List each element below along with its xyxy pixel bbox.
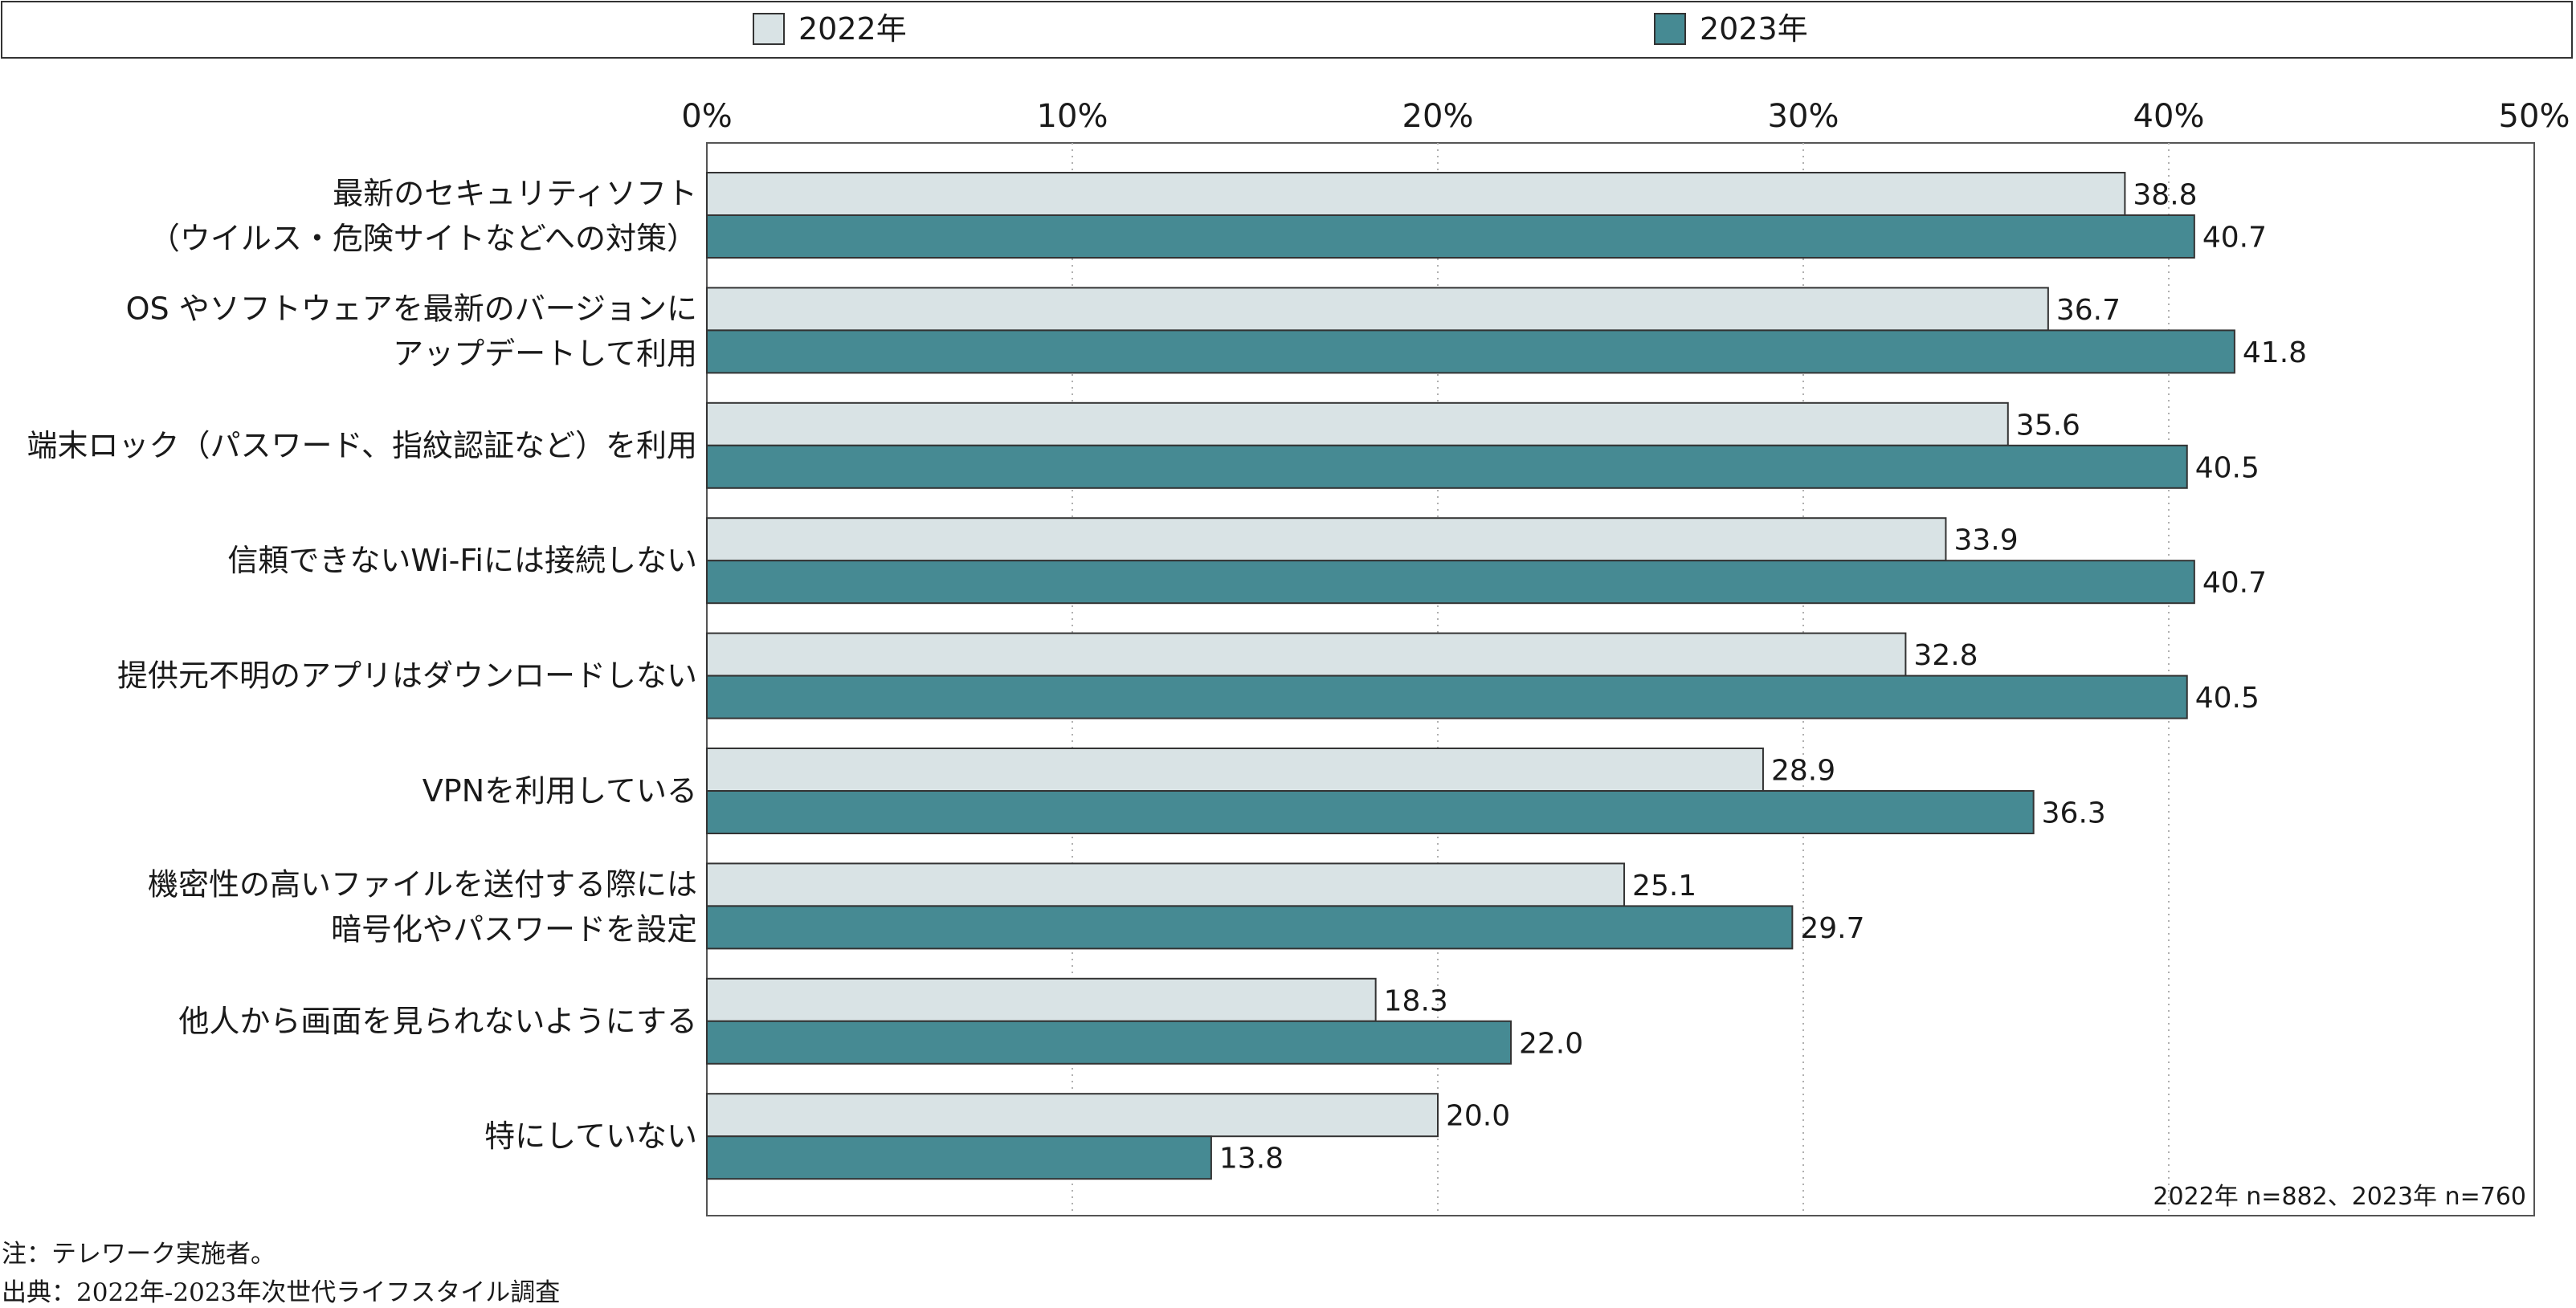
category-label: （ウイルス・危険サイトなどへの対策） <box>149 221 697 256</box>
bar-1-6 <box>706 748 1764 792</box>
value-label: 35.6 <box>2016 409 2080 442</box>
bar-1-9 <box>706 1093 1439 1138</box>
bar-1-1 <box>706 172 2126 216</box>
category-label: 他人から画面を見られないようにする <box>178 1004 697 1039</box>
value-label: 20.0 <box>1446 1100 1510 1133</box>
category-label: OS やソフトウェアを最新のバージョンに <box>126 291 697 326</box>
x-tick-label: 0% <box>681 98 732 135</box>
bars: 38.840.736.741.835.640.533.940.732.840.5… <box>706 172 2307 1180</box>
x-tick-label: 50% <box>2499 98 2570 135</box>
category-label: 信頼できないWi-Fiには接続しない <box>227 543 697 578</box>
value-label: 33.9 <box>1953 524 2018 557</box>
category-label: 暗号化やパスワードを設定 <box>331 911 697 947</box>
sample-size-note: 2022年 n=882、2023年 n=760 <box>2153 1183 2526 1211</box>
value-label: 13.8 <box>1219 1143 1284 1176</box>
value-label: 38.8 <box>2133 179 2197 212</box>
value-label: 22.0 <box>1519 1027 1583 1060</box>
value-label: 18.3 <box>1384 984 1448 1017</box>
category-labels: 最新のセキュリティソフト （ウイルス・危険サイトなどへの対策） OS やソフトウェア… <box>27 176 697 1154</box>
bar-2-8 <box>706 1020 1512 1065</box>
value-label: 40.7 <box>2202 567 2267 600</box>
footnote-source: 出典：2022年-2023年次世代ライフスタイル調査 <box>2 1278 561 1307</box>
category-label: 端末ロック（パスワード、指紋認証など）を利用 <box>27 428 697 463</box>
x-tick-label: 40% <box>2133 98 2205 135</box>
bar-1-3 <box>706 401 2009 446</box>
value-label: 40.5 <box>2195 451 2260 484</box>
legend-swatch-1 <box>753 13 785 45</box>
bar-2-1 <box>706 214 2195 259</box>
category-label: VPNを利用している <box>423 773 697 809</box>
x-tick-label: 20% <box>1402 98 1474 135</box>
legend-label-2: 2023年 <box>1700 11 1808 47</box>
category-label: アップデートして利用 <box>393 336 697 371</box>
bar-1-4 <box>706 517 1947 562</box>
bar-1-2 <box>706 287 2049 332</box>
category-label: 機密性の高いファイルを送付する際には <box>148 866 697 902</box>
legend-swatch-2 <box>1654 13 1686 45</box>
footnote-note: 注：テレワーク実施者。 <box>2 1240 276 1269</box>
value-label: 41.8 <box>2243 336 2307 369</box>
bar-1-7 <box>706 862 1626 907</box>
bar-2-3 <box>706 444 2188 489</box>
x-axis-ticks: 0% 10% 20% 30% 40% 50% <box>681 98 2570 135</box>
value-label: 36.3 <box>2042 797 2106 830</box>
bar-1-8 <box>706 977 1377 1022</box>
category-label: 最新のセキュリティソフト <box>333 176 697 211</box>
value-label: 40.5 <box>2195 682 2260 715</box>
x-tick-label: 30% <box>1768 98 1839 135</box>
legend-frame <box>1 1 2573 59</box>
bar-2-2 <box>706 329 2235 374</box>
category-label: 特にしていない <box>484 1119 697 1154</box>
x-tick-label: 10% <box>1037 98 1108 135</box>
value-label: 28.9 <box>1771 755 1835 788</box>
bar-2-7 <box>706 905 1794 950</box>
legend-label-1: 2022年 <box>798 11 907 47</box>
value-label: 40.7 <box>2202 222 2267 255</box>
value-label: 25.1 <box>1632 870 1696 903</box>
bar-2-9 <box>706 1135 1212 1180</box>
legend: 2022年 2023年 <box>753 11 1808 47</box>
bar-1-5 <box>706 632 1907 677</box>
value-label: 29.7 <box>1800 912 1864 945</box>
bar-2-5 <box>706 674 2188 719</box>
bar-2-6 <box>706 790 2035 834</box>
bar-2-4 <box>706 560 2195 605</box>
category-label: 提供元不明のアプリはダウンロードしない <box>117 658 697 694</box>
value-label: 36.7 <box>2056 294 2121 327</box>
value-label: 32.8 <box>1913 639 1978 672</box>
